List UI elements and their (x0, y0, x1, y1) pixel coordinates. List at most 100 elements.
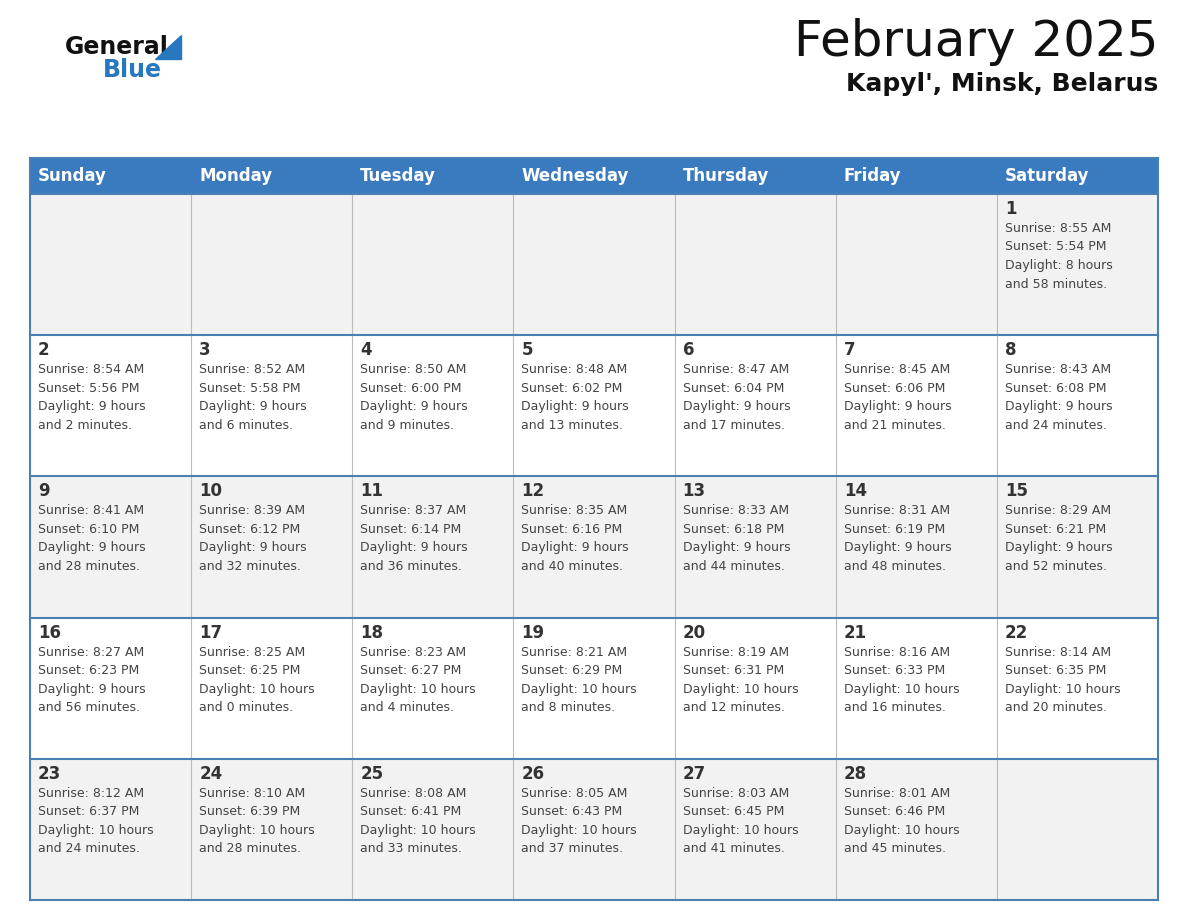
Text: 10: 10 (200, 482, 222, 500)
Bar (513, 476, 675, 618)
Text: Sunrise: 8:21 AM
Sunset: 6:29 PM
Daylight: 10 hours
and 8 minutes.: Sunrise: 8:21 AM Sunset: 6:29 PM Dayligh… (522, 645, 637, 714)
Text: Sunrise: 8:33 AM
Sunset: 6:18 PM
Daylight: 9 hours
and 44 minutes.: Sunrise: 8:33 AM Sunset: 6:18 PM Dayligh… (683, 504, 790, 573)
Text: 25: 25 (360, 765, 384, 783)
Text: 13: 13 (683, 482, 706, 500)
Text: Sunrise: 8:47 AM
Sunset: 6:04 PM
Daylight: 9 hours
and 17 minutes.: Sunrise: 8:47 AM Sunset: 6:04 PM Dayligh… (683, 364, 790, 431)
Bar (191, 335, 353, 476)
Text: Monday: Monday (200, 167, 272, 185)
Text: 16: 16 (38, 623, 61, 642)
Bar (675, 335, 835, 476)
Text: 4: 4 (360, 341, 372, 359)
Bar (30, 759, 191, 900)
Text: 15: 15 (1005, 482, 1028, 500)
Bar (30, 476, 191, 618)
Text: Sunrise: 8:10 AM
Sunset: 6:39 PM
Daylight: 10 hours
and 28 minutes.: Sunrise: 8:10 AM Sunset: 6:39 PM Dayligh… (200, 787, 315, 856)
Bar (513, 194, 675, 335)
Text: Sunrise: 8:54 AM
Sunset: 5:56 PM
Daylight: 9 hours
and 2 minutes.: Sunrise: 8:54 AM Sunset: 5:56 PM Dayligh… (38, 364, 146, 431)
Bar (675, 158, 835, 194)
Bar (353, 476, 513, 618)
Text: 27: 27 (683, 765, 706, 783)
Text: Saturday: Saturday (1005, 167, 1089, 185)
Bar (353, 618, 513, 759)
Text: 26: 26 (522, 765, 544, 783)
Bar (513, 335, 675, 476)
Text: 11: 11 (360, 482, 384, 500)
Bar (30, 618, 191, 759)
Text: Sunrise: 8:27 AM
Sunset: 6:23 PM
Daylight: 9 hours
and 56 minutes.: Sunrise: 8:27 AM Sunset: 6:23 PM Dayligh… (38, 645, 146, 714)
Bar (997, 158, 1158, 194)
Text: Sunrise: 8:41 AM
Sunset: 6:10 PM
Daylight: 9 hours
and 28 minutes.: Sunrise: 8:41 AM Sunset: 6:10 PM Dayligh… (38, 504, 146, 573)
Bar (835, 194, 997, 335)
Bar (675, 476, 835, 618)
Text: Friday: Friday (843, 167, 902, 185)
Bar (997, 335, 1158, 476)
Text: 17: 17 (200, 623, 222, 642)
Text: Sunrise: 8:45 AM
Sunset: 6:06 PM
Daylight: 9 hours
and 21 minutes.: Sunrise: 8:45 AM Sunset: 6:06 PM Dayligh… (843, 364, 952, 431)
Text: Blue: Blue (103, 58, 162, 82)
Text: 21: 21 (843, 623, 867, 642)
Text: 20: 20 (683, 623, 706, 642)
Text: 14: 14 (843, 482, 867, 500)
Text: 2: 2 (38, 341, 50, 359)
Text: 28: 28 (843, 765, 867, 783)
Bar (513, 759, 675, 900)
Text: General: General (65, 35, 169, 59)
Bar (353, 759, 513, 900)
Bar (191, 759, 353, 900)
Text: 9: 9 (38, 482, 50, 500)
Bar (30, 194, 191, 335)
Text: Sunrise: 8:48 AM
Sunset: 6:02 PM
Daylight: 9 hours
and 13 minutes.: Sunrise: 8:48 AM Sunset: 6:02 PM Dayligh… (522, 364, 630, 431)
Text: February 2025: February 2025 (794, 18, 1158, 66)
Bar (835, 759, 997, 900)
Bar (30, 335, 191, 476)
Bar (191, 158, 353, 194)
Text: Sunrise: 8:05 AM
Sunset: 6:43 PM
Daylight: 10 hours
and 37 minutes.: Sunrise: 8:05 AM Sunset: 6:43 PM Dayligh… (522, 787, 637, 856)
Text: Sunrise: 8:01 AM
Sunset: 6:46 PM
Daylight: 10 hours
and 45 minutes.: Sunrise: 8:01 AM Sunset: 6:46 PM Dayligh… (843, 787, 960, 856)
Text: Sunrise: 8:39 AM
Sunset: 6:12 PM
Daylight: 9 hours
and 32 minutes.: Sunrise: 8:39 AM Sunset: 6:12 PM Dayligh… (200, 504, 307, 573)
Text: Sunrise: 8:52 AM
Sunset: 5:58 PM
Daylight: 9 hours
and 6 minutes.: Sunrise: 8:52 AM Sunset: 5:58 PM Dayligh… (200, 364, 307, 431)
Bar (353, 194, 513, 335)
Text: Sunrise: 8:23 AM
Sunset: 6:27 PM
Daylight: 10 hours
and 4 minutes.: Sunrise: 8:23 AM Sunset: 6:27 PM Dayligh… (360, 645, 476, 714)
Bar (997, 618, 1158, 759)
Text: 12: 12 (522, 482, 544, 500)
Bar (353, 335, 513, 476)
Text: Sunrise: 8:55 AM
Sunset: 5:54 PM
Daylight: 8 hours
and 58 minutes.: Sunrise: 8:55 AM Sunset: 5:54 PM Dayligh… (1005, 222, 1113, 290)
Text: Sunrise: 8:29 AM
Sunset: 6:21 PM
Daylight: 9 hours
and 52 minutes.: Sunrise: 8:29 AM Sunset: 6:21 PM Dayligh… (1005, 504, 1112, 573)
Bar (997, 194, 1158, 335)
Bar (997, 759, 1158, 900)
Bar (353, 158, 513, 194)
Text: Sunday: Sunday (38, 167, 107, 185)
Bar (513, 618, 675, 759)
Bar (835, 618, 997, 759)
Text: 22: 22 (1005, 623, 1028, 642)
Text: 8: 8 (1005, 341, 1017, 359)
Bar (675, 618, 835, 759)
Text: Sunrise: 8:14 AM
Sunset: 6:35 PM
Daylight: 10 hours
and 20 minutes.: Sunrise: 8:14 AM Sunset: 6:35 PM Dayligh… (1005, 645, 1120, 714)
Text: Sunrise: 8:43 AM
Sunset: 6:08 PM
Daylight: 9 hours
and 24 minutes.: Sunrise: 8:43 AM Sunset: 6:08 PM Dayligh… (1005, 364, 1112, 431)
Bar (675, 194, 835, 335)
Bar (835, 335, 997, 476)
Text: 3: 3 (200, 341, 210, 359)
Bar (191, 476, 353, 618)
Text: Tuesday: Tuesday (360, 167, 436, 185)
Text: 7: 7 (843, 341, 855, 359)
Bar (835, 476, 997, 618)
Bar (191, 618, 353, 759)
Text: Sunrise: 8:16 AM
Sunset: 6:33 PM
Daylight: 10 hours
and 16 minutes.: Sunrise: 8:16 AM Sunset: 6:33 PM Dayligh… (843, 645, 960, 714)
Text: 1: 1 (1005, 200, 1017, 218)
Text: 24: 24 (200, 765, 222, 783)
Text: Sunrise: 8:03 AM
Sunset: 6:45 PM
Daylight: 10 hours
and 41 minutes.: Sunrise: 8:03 AM Sunset: 6:45 PM Dayligh… (683, 787, 798, 856)
Text: 6: 6 (683, 341, 694, 359)
Text: Sunrise: 8:37 AM
Sunset: 6:14 PM
Daylight: 9 hours
and 36 minutes.: Sunrise: 8:37 AM Sunset: 6:14 PM Dayligh… (360, 504, 468, 573)
Bar (835, 158, 997, 194)
Text: Sunrise: 8:12 AM
Sunset: 6:37 PM
Daylight: 10 hours
and 24 minutes.: Sunrise: 8:12 AM Sunset: 6:37 PM Dayligh… (38, 787, 153, 856)
Text: Thursday: Thursday (683, 167, 769, 185)
Polygon shape (154, 35, 181, 59)
Bar (30, 158, 191, 194)
Text: Wednesday: Wednesday (522, 167, 628, 185)
Text: Sunrise: 8:35 AM
Sunset: 6:16 PM
Daylight: 9 hours
and 40 minutes.: Sunrise: 8:35 AM Sunset: 6:16 PM Dayligh… (522, 504, 630, 573)
Text: Sunrise: 8:31 AM
Sunset: 6:19 PM
Daylight: 9 hours
and 48 minutes.: Sunrise: 8:31 AM Sunset: 6:19 PM Dayligh… (843, 504, 952, 573)
Text: Sunrise: 8:25 AM
Sunset: 6:25 PM
Daylight: 10 hours
and 0 minutes.: Sunrise: 8:25 AM Sunset: 6:25 PM Dayligh… (200, 645, 315, 714)
Text: 18: 18 (360, 623, 384, 642)
Bar (191, 194, 353, 335)
